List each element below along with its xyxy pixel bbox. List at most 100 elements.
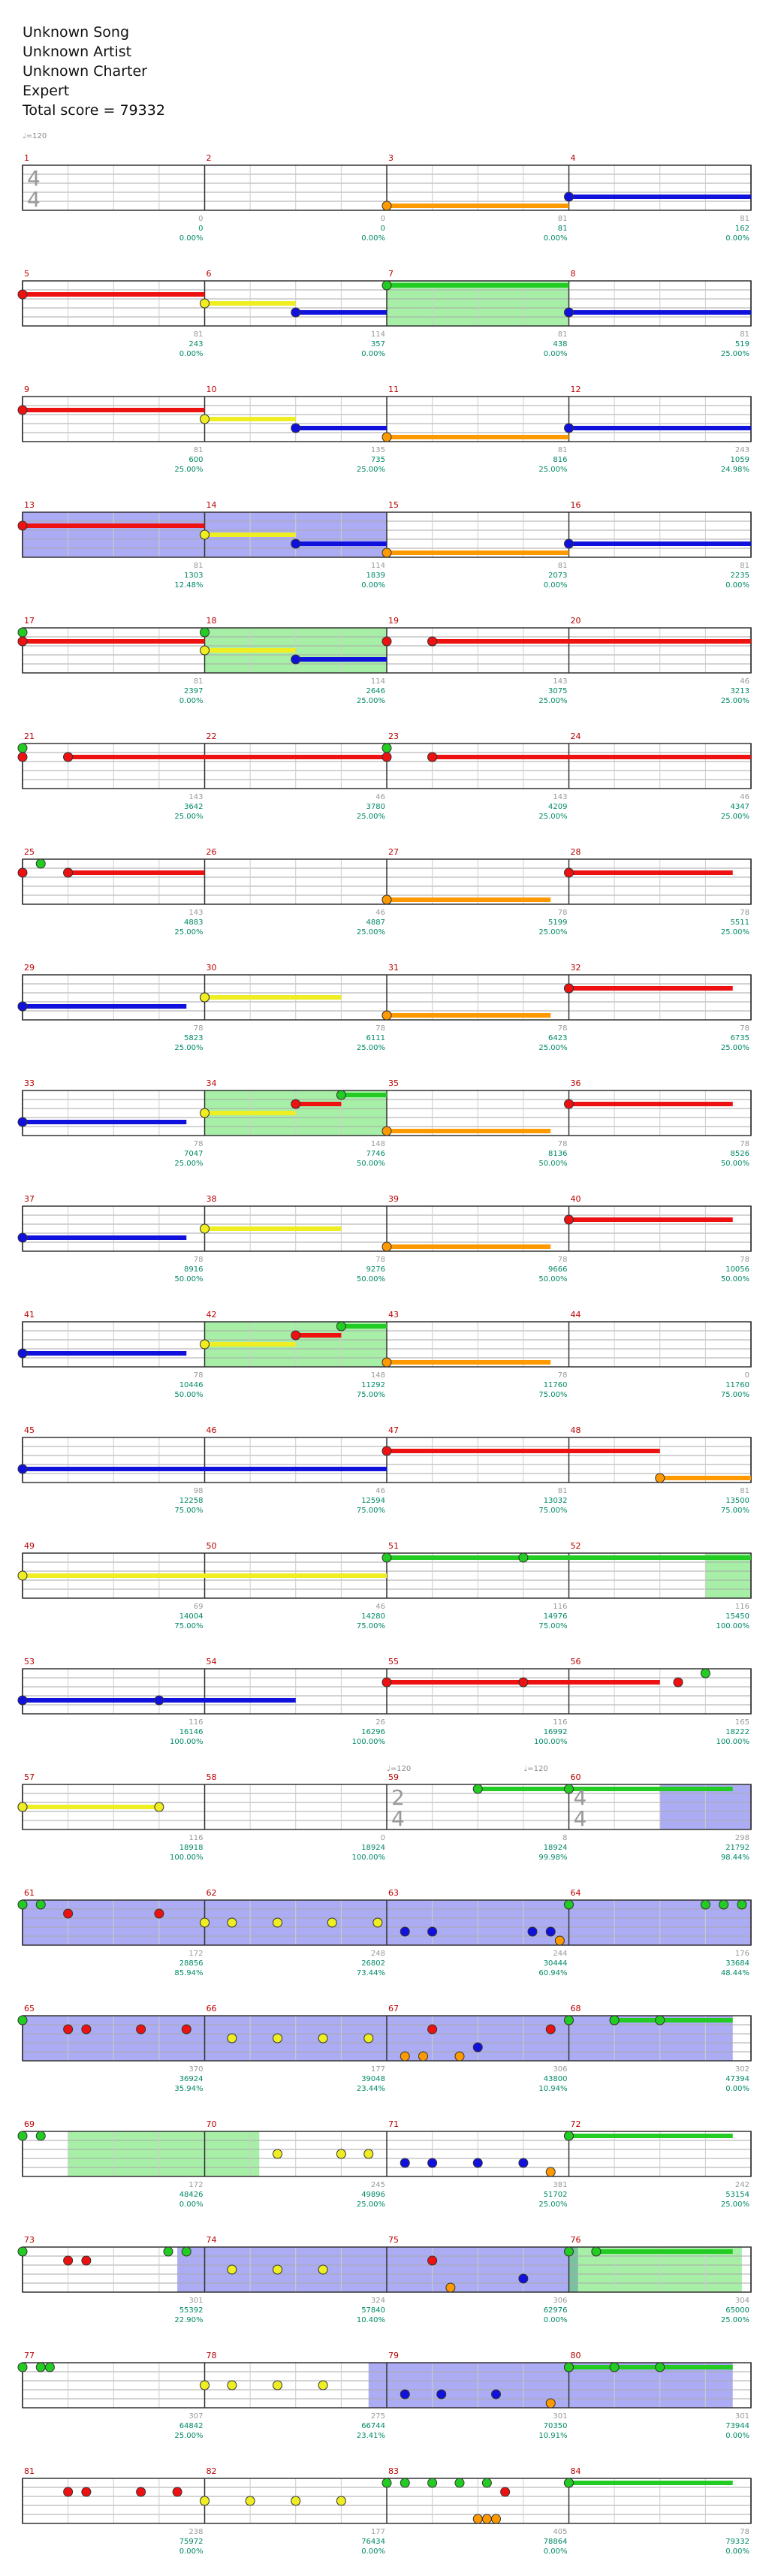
measure-number: 29 xyxy=(24,963,35,973)
measure-running-score: 14976 xyxy=(544,1612,568,1621)
measure-running-score: 2646 xyxy=(366,687,385,695)
note-head xyxy=(17,1695,28,1706)
time-signature-top: 2 xyxy=(391,1785,405,1810)
note-head xyxy=(655,1473,665,1483)
measure-number: 39 xyxy=(388,1194,399,1204)
measure-running-score: 0 xyxy=(198,225,203,233)
measure-running-score: 0 xyxy=(381,225,385,233)
measure-note-score: 405 xyxy=(553,2528,567,2536)
staff-border xyxy=(22,1668,752,1715)
measure-sp-meter: 0.00% xyxy=(544,2316,568,2324)
measure-note-score: 78 xyxy=(558,909,568,917)
measure-note-score: 78 xyxy=(558,1140,568,1148)
note-head xyxy=(545,1926,556,1937)
note-head xyxy=(472,2042,483,2053)
measure-running-score: 1059 xyxy=(731,456,749,464)
measure-running-score: 13500 xyxy=(725,1497,749,1505)
measure-sp-meter: 0.00% xyxy=(725,2085,749,2093)
measure-running-score: 5199 xyxy=(548,918,567,927)
measure-sp-meter: 0.00% xyxy=(544,581,568,590)
measure-sp-meter: 25.00% xyxy=(721,1044,749,1052)
measure-sp-meter: 50.00% xyxy=(357,1275,385,1283)
measure-running-score: 735 xyxy=(371,456,385,464)
note-head xyxy=(327,1917,337,1928)
measure-number: 36 xyxy=(571,1078,581,1088)
measure-running-score: 47394 xyxy=(725,2075,749,2083)
measure-note-score: 81 xyxy=(740,562,749,570)
note-head xyxy=(564,307,574,318)
note-head xyxy=(564,1784,574,1794)
measure-running-score: 11760 xyxy=(544,1381,568,1389)
note-head xyxy=(273,2264,282,2275)
measure-running-score: 2235 xyxy=(731,572,749,580)
measure-note-score: 46 xyxy=(740,793,749,801)
measure-number: 73 xyxy=(24,2235,35,2245)
note-head xyxy=(273,2033,282,2044)
measure-number: 66 xyxy=(207,2004,217,2013)
measure-number: 61 xyxy=(24,1888,35,1898)
measure-number: 5 xyxy=(24,269,29,279)
measure-number: 48 xyxy=(571,1425,581,1435)
note-head xyxy=(17,636,28,647)
measure-note-score: 78 xyxy=(194,1371,204,1380)
measure-running-score: 39048 xyxy=(361,2075,385,2083)
measure-sp-meter: 25.00% xyxy=(721,350,749,358)
measure-running-score: 33684 xyxy=(725,1959,749,1968)
measure-running-score: 18924 xyxy=(361,1844,385,1852)
measure-note-score: 81 xyxy=(740,330,749,339)
note-head xyxy=(518,1677,529,1688)
measure-number: 58 xyxy=(207,1772,217,1782)
note-head xyxy=(400,2051,410,2062)
measure-note-score: 78 xyxy=(194,1256,204,1264)
note-head xyxy=(163,2246,173,2257)
measure-note-score: 78 xyxy=(194,1140,204,1148)
measure-note-score: 46 xyxy=(375,793,385,801)
measure-note-score: 116 xyxy=(188,1834,203,1842)
measure-note-score: 78 xyxy=(375,1024,385,1033)
note-head xyxy=(17,867,28,878)
measure-running-score: 9666 xyxy=(548,1265,567,1274)
measure-note-score: 81 xyxy=(558,446,568,454)
note-head xyxy=(17,1802,28,1812)
measure-sp-meter: 0.00% xyxy=(361,234,385,243)
note-head xyxy=(81,2487,92,2497)
measure-sp-meter: 25.00% xyxy=(721,2200,749,2209)
note-head xyxy=(291,654,301,665)
measure-running-score: 70350 xyxy=(544,2422,568,2430)
note-head xyxy=(200,1223,210,1234)
note-head xyxy=(35,2131,46,2141)
measure-running-score: 9276 xyxy=(366,1265,385,1274)
note-head xyxy=(472,1784,483,1794)
measure-running-score: 1303 xyxy=(184,572,203,580)
difficulty-label: Expert xyxy=(23,83,70,99)
measure-row xyxy=(17,2131,752,2177)
measure-number: 47 xyxy=(388,1425,399,1435)
measure-note-score: 177 xyxy=(371,2065,385,2074)
measure-note-score: 114 xyxy=(371,677,385,686)
measure-running-score: 14004 xyxy=(179,1612,204,1621)
note-head xyxy=(719,1899,729,1910)
measure-number: 50 xyxy=(207,1541,217,1551)
measure-running-score: 519 xyxy=(735,340,749,348)
measure-number: 53 xyxy=(24,1657,35,1667)
measure-sp-meter: 10.91% xyxy=(538,2432,567,2440)
measure-note-score: 81 xyxy=(194,677,204,686)
measure-number: 64 xyxy=(571,1888,581,1898)
note-head xyxy=(472,2514,483,2524)
measure-running-score: 2073 xyxy=(548,572,567,580)
note-head xyxy=(17,1464,28,1474)
note-head xyxy=(381,1010,392,1021)
measure-number: 40 xyxy=(571,1194,581,1204)
measure-note-score: 0 xyxy=(198,215,203,223)
measure-sp-meter: 25.00% xyxy=(538,697,567,705)
measure-sp-meter: 75.00% xyxy=(174,1622,203,1630)
measure-row xyxy=(17,1552,752,1599)
note-head xyxy=(17,2131,28,2141)
measure-number: 23 xyxy=(388,731,399,741)
note-head xyxy=(427,2158,438,2168)
measure-sp-meter: 25.00% xyxy=(174,2432,203,2440)
measure-number: 25 xyxy=(24,847,35,857)
staff-border xyxy=(22,2362,752,2409)
measure-sp-meter: 0.00% xyxy=(361,2547,385,2556)
measure-sp-meter: 25.00% xyxy=(538,2200,567,2209)
